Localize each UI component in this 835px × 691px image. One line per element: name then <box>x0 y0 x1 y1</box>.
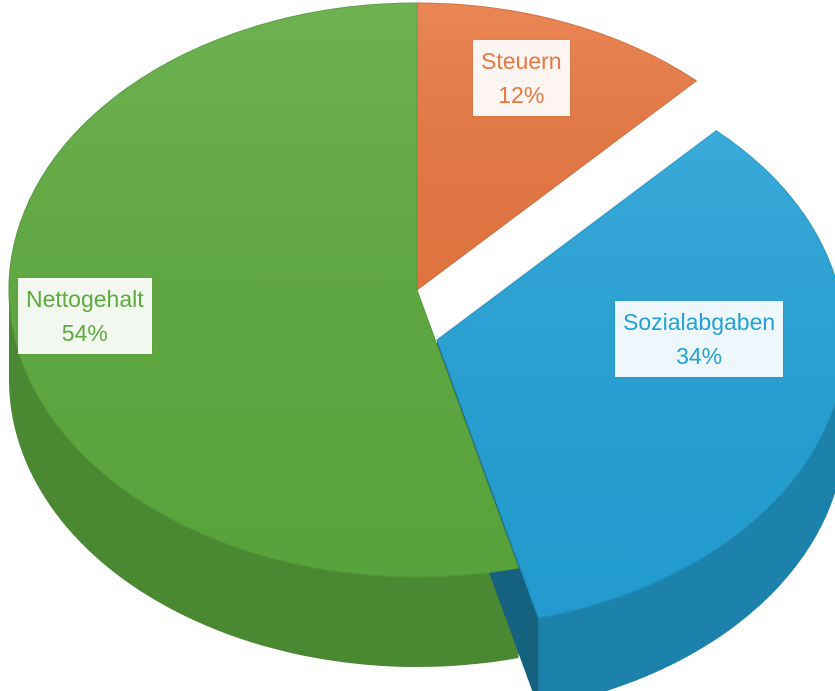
data-label-steuern: Steuern 12% <box>473 40 570 116</box>
slice-name: Nettogehalt <box>26 286 144 312</box>
slice-percent: 34% <box>676 343 723 369</box>
slice-name: Sozialabgaben <box>623 309 776 335</box>
pie-slice-sheen-nettogehalt <box>8 3 519 578</box>
data-label-nettogehalt: Nettogehalt 54% <box>18 278 152 354</box>
slice-percent: 12% <box>498 82 545 108</box>
pie-side-sozialabgaben <box>538 402 835 691</box>
data-label-sozialabgaben: Sozialabgaben 34% <box>615 301 784 377</box>
pie-side-nettogehalt <box>9 290 519 667</box>
slice-name: Steuern <box>481 48 562 74</box>
slice-percent: 54% <box>61 320 108 346</box>
